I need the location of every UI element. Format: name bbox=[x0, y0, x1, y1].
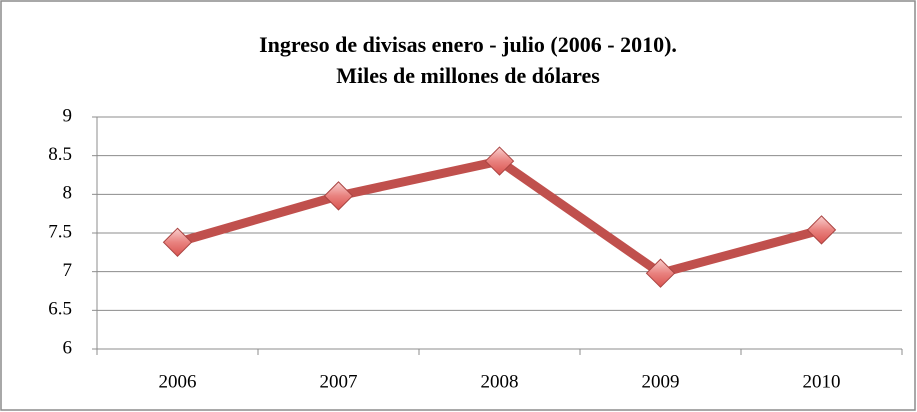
data-marker bbox=[323, 181, 354, 211]
y-tick-label: 7 bbox=[63, 260, 73, 281]
data-marker bbox=[806, 215, 837, 245]
x-tick-label: 2010 bbox=[803, 371, 841, 392]
y-tick-label: 6 bbox=[63, 337, 73, 358]
data-marker bbox=[162, 227, 193, 257]
y-tick-label: 8 bbox=[63, 183, 73, 204]
y-tick-label: 8.5 bbox=[48, 144, 72, 165]
y-tick-label: 7.5 bbox=[48, 221, 72, 242]
data-marker bbox=[484, 146, 515, 176]
chart-subtitle: Miles de millones de dólares bbox=[336, 63, 600, 88]
chart-title: Ingreso de divisas enero - julio (2006 -… bbox=[259, 32, 677, 57]
x-tick-label: 2008 bbox=[481, 371, 519, 392]
y-tick-label: 9 bbox=[63, 105, 73, 126]
y-tick-label: 6.5 bbox=[48, 299, 72, 320]
x-tick-label: 2009 bbox=[642, 371, 680, 392]
x-tick-label: 2006 bbox=[159, 371, 197, 392]
x-tick-label: 2007 bbox=[320, 371, 358, 392]
data-marker bbox=[645, 258, 676, 288]
